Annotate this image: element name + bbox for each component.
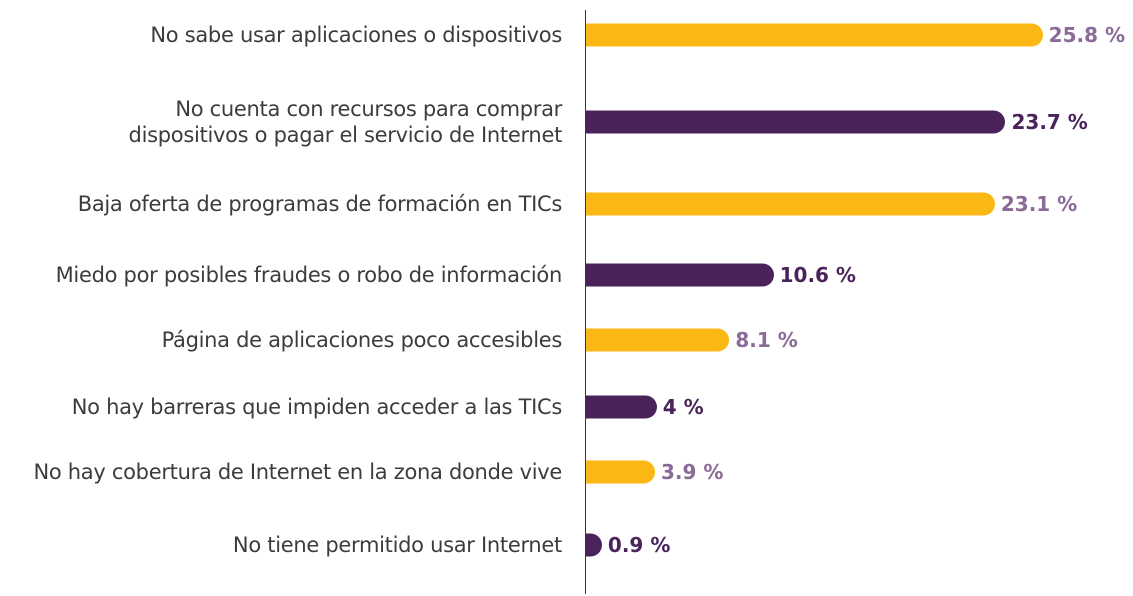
value-label: 8.1 %: [735, 328, 798, 352]
value-label: 3.9 %: [661, 460, 724, 484]
axis-line: [585, 10, 586, 594]
category-label: Baja oferta de programas de formación en…: [77, 192, 563, 216]
bar: [586, 110, 1006, 134]
bar: [586, 263, 774, 287]
bar: [586, 23, 1043, 47]
category-label: Página de aplicaciones poco accesibles: [161, 328, 563, 352]
bar: [586, 192, 995, 216]
bar: [586, 328, 730, 352]
value-label: 10.6 %: [779, 263, 856, 287]
category-label: No cuenta con recursos para comprar disp…: [128, 97, 563, 147]
category-label: Miedo por posibles fraudes o robo de inf…: [55, 263, 563, 287]
bar: [586, 460, 656, 484]
value-label: 23.7 %: [1011, 110, 1088, 134]
value-label: 4 %: [662, 395, 704, 419]
value-label: 0.9 %: [607, 533, 671, 557]
bar: [586, 533, 602, 557]
category-label: No hay cobertura de Internet en la zona …: [33, 460, 562, 484]
value-label: 25.8 %: [1048, 23, 1126, 47]
category-label: No hay barreras que impiden acceder a la…: [71, 395, 563, 419]
bar: [586, 395, 657, 419]
value-label: 23.1 %: [1000, 192, 1078, 216]
category-label: No tiene permitido usar Internet: [232, 533, 562, 557]
category-label: No sabe usar aplicaciones o dispositivos: [150, 23, 562, 47]
